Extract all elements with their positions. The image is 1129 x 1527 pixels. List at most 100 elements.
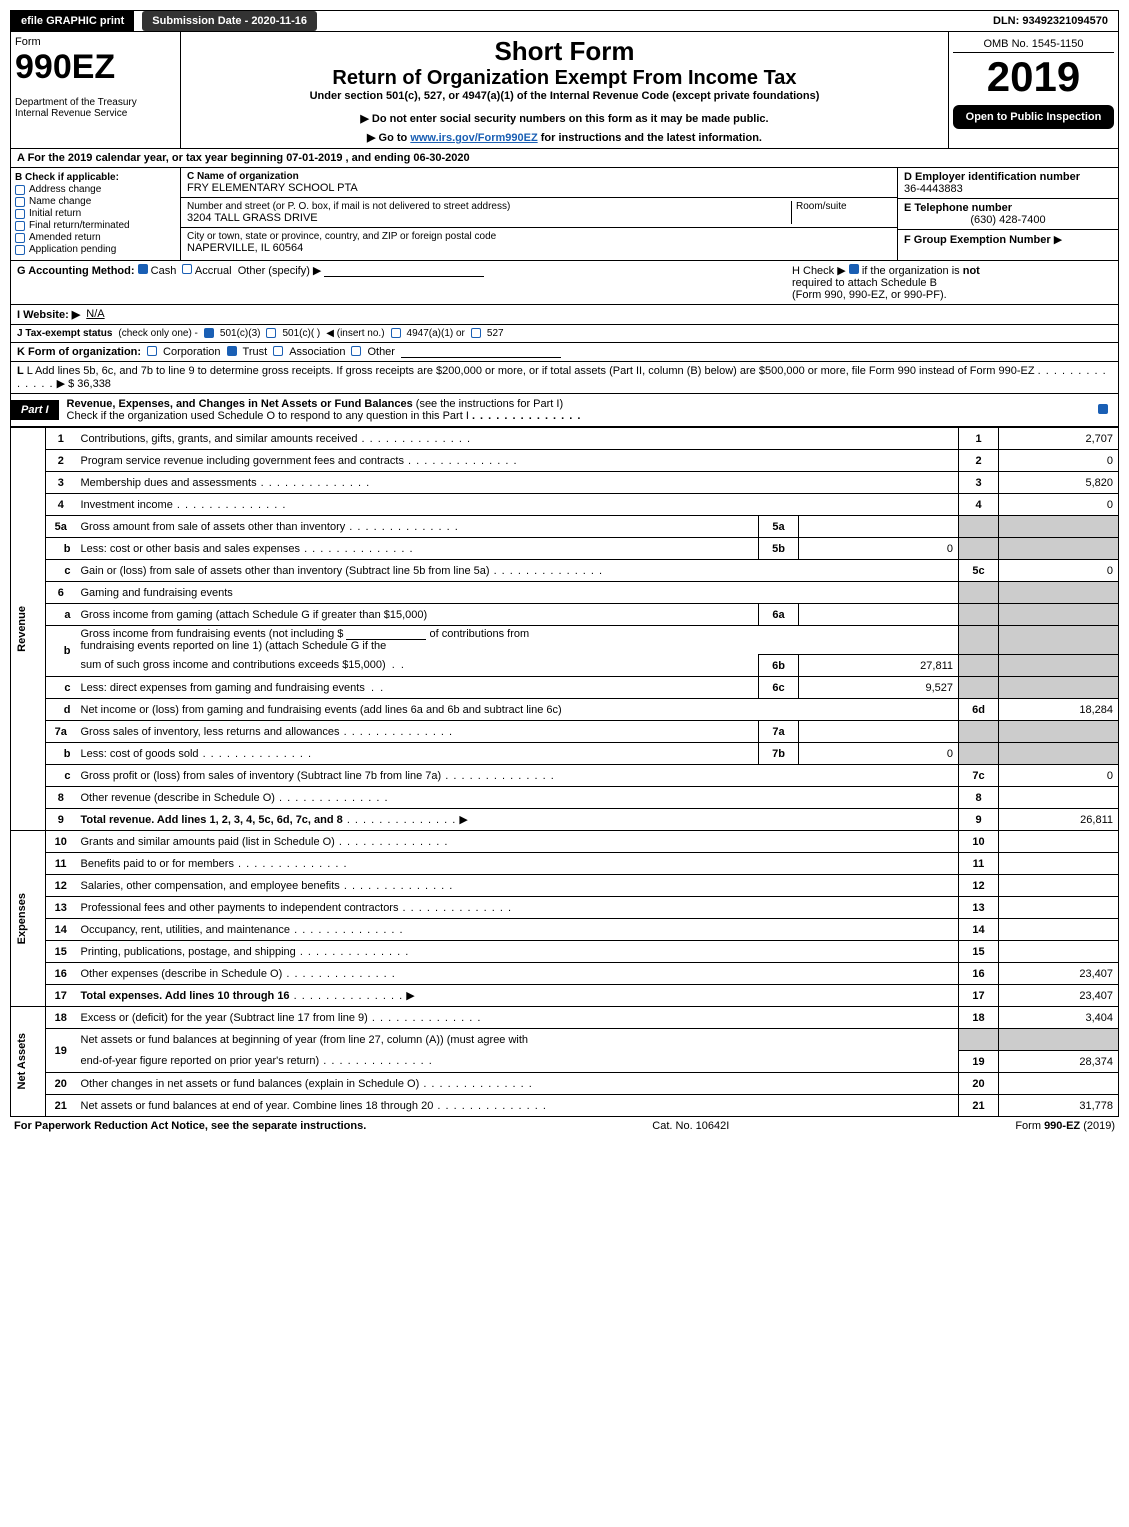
row-a-tax-year: A For the 2019 calendar year, or tax yea… [10,149,1119,168]
table-row: 17Total expenses. Add lines 10 through 1… [11,985,1119,1007]
j-hint: (check only one) - [118,328,197,339]
row-l: L L Add lines 5b, 6c, and 7b to line 9 t… [10,362,1119,394]
irs-link[interactable]: www.irs.gov/Form990EZ [410,132,537,144]
line-val: 2,707 [999,428,1119,450]
l-arrow: ▶ [57,378,65,390]
table-row: 13Professional fees and other payments t… [11,897,1119,919]
other-specify-input[interactable] [324,265,484,277]
h-line3: (Form 990, 990-EZ, or 990-PF). [792,289,947,301]
footer-right: Form 990-EZ (2019) [1015,1120,1115,1132]
org-name: FRY ELEMENTARY SCHOOL PTA [187,182,891,194]
box-c: C Name of organization FRY ELEMENTARY SC… [181,168,898,260]
lbl-4947: 4947(a)(1) or [407,328,465,339]
part1-title: Revenue, Expenses, and Changes in Net As… [59,394,1088,426]
table-row: 16Other expenses (describe in Schedule O… [11,963,1119,985]
chk-address-change[interactable] [15,185,25,195]
chk-501c[interactable] [266,328,276,338]
chk-final-return[interactable] [15,221,25,231]
chk-4947[interactable] [391,328,401,338]
phone-value: (630) 428-7400 [904,214,1112,226]
tax-year: 2019 [953,53,1114,101]
form-number: 990EZ [15,48,176,87]
goto-line: ▶ Go to www.irs.gov/Form990EZ for instru… [185,131,944,144]
room-label: Room/suite [796,201,891,212]
city-label: City or town, state or province, country… [187,231,891,242]
row-g-h: G Accounting Method: Cash Accrual Other … [10,261,1119,305]
chk-other-org[interactable] [351,346,361,356]
chk-name-change[interactable] [15,197,25,207]
revenue-section-label: Revenue [16,606,28,652]
table-row: bLess: cost of goods sold7b0 [11,743,1119,765]
table-row: end-of-year figure reported on prior yea… [11,1051,1119,1073]
lbl-application-pending: Application pending [29,244,116,255]
open-public-badge: Open to Public Inspection [953,105,1114,129]
6b-amount-input[interactable] [346,628,426,640]
table-row: 15Printing, publications, postage, and s… [11,941,1119,963]
lbl-final-return: Final return/terminated [29,220,130,231]
table-row: Revenue 1 Contributions, gifts, grants, … [11,428,1119,450]
part1-hint: (see the instructions for Part I) [416,398,563,410]
box-def: D Employer identification number 36-4443… [898,168,1118,260]
lbl-address-change: Address change [29,184,101,195]
table-row: 11Benefits paid to or for members11 [11,853,1119,875]
chk-application-pending[interactable] [15,245,25,255]
chk-assoc[interactable] [273,346,283,356]
table-row: 8Other revenue (describe in Schedule O)8 [11,787,1119,809]
table-row: 20Other changes in net assets or fund ba… [11,1073,1119,1095]
short-form-title: Short Form [185,36,944,67]
expenses-section-label: Expenses [16,893,28,944]
chk-schedule-o[interactable] [1098,404,1108,414]
lbl-assoc: Association [289,346,345,358]
table-row: 12Salaries, other compensation, and empl… [11,875,1119,897]
city-value: NAPERVILLE, IL 60564 [187,242,891,254]
chk-amended-return[interactable] [15,233,25,243]
lbl-accrual: Accrual [195,265,232,277]
k-label: K Form of organization: [17,346,141,358]
no-ssn-note: Do not enter social security numbers on … [185,112,944,125]
table-row: 19Net assets or fund balances at beginni… [11,1029,1119,1051]
footer-left: For Paperwork Reduction Act Notice, see … [14,1120,366,1132]
dept-irs: Internal Revenue Service [15,108,176,119]
dept-treasury: Department of the Treasury [15,97,176,108]
chk-initial-return[interactable] [15,209,25,219]
table-row: 3Membership dues and assessments35,820 [11,472,1119,494]
table-row: bLess: cost or other basis and sales exp… [11,538,1119,560]
row-j: J Tax-exempt status (check only one) - 5… [10,325,1119,343]
lbl-trust: Trust [243,346,268,358]
group-exemption-arrow: ▶ [1054,234,1062,246]
lbl-other-specify: Other (specify) ▶ [238,265,322,277]
table-row: Net Assets 18Excess or (deficit) for the… [11,1007,1119,1029]
submission-date-badge: Submission Date - 2020-11-16 [142,11,317,31]
street-value: 3204 TALL GRASS DRIVE [187,212,791,224]
website-label: I Website: ▶ [17,308,80,321]
row-i: I Website: ▶ N/A [10,305,1119,325]
h-not: not [963,265,980,277]
chk-trust[interactable] [227,346,237,356]
h-post: if the organization is [862,265,963,277]
chk-corp[interactable] [147,346,157,356]
efile-print-button[interactable]: efile GRAPHIC print [11,11,134,31]
lbl-cash: Cash [151,265,177,277]
lbl-501c: 501(c)( ) [282,328,320,339]
ein-label: D Employer identification number [904,171,1112,183]
table-row: cGain or (loss) from sale of assets othe… [11,560,1119,582]
chk-527[interactable] [471,328,481,338]
lbl-insert: ◀ (insert no.) [326,328,384,339]
part1-title-text: Revenue, Expenses, and Changes in Net As… [67,398,413,410]
line-desc: Contributions, gifts, grants, and simila… [81,433,358,445]
chk-h[interactable] [849,264,859,274]
accounting-label: G Accounting Method: [17,265,135,277]
chk-cash[interactable] [138,264,148,274]
other-org-input[interactable] [401,346,561,358]
part1-label: Part I [11,400,59,420]
website-value: N/A [86,308,1112,320]
omb-number: OMB No. 1545-1150 [953,36,1114,53]
lbl-501c3: 501(c)(3) [220,328,261,339]
footer-mid: Cat. No. 10642I [652,1120,729,1132]
netassets-section-label: Net Assets [16,1033,28,1089]
chk-501c3[interactable] [204,328,214,338]
box-b-title: B Check if applicable: [15,172,176,183]
l-text: L Add lines 5b, 6c, and 7b to line 9 to … [27,365,1035,377]
phone-label: E Telephone number [904,202,1112,214]
chk-accrual[interactable] [182,264,192,274]
